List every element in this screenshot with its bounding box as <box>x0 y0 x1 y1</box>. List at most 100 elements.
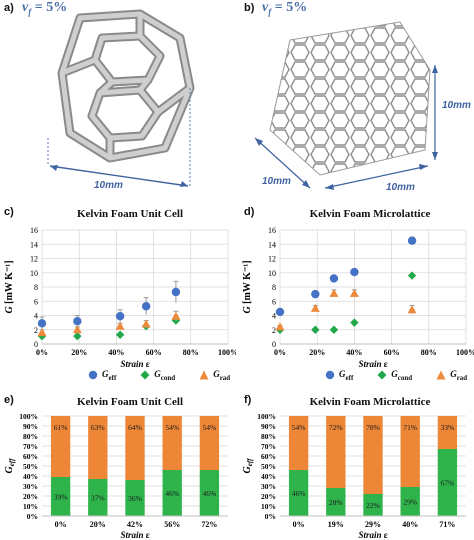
bar-rad-label: 63% <box>91 423 105 432</box>
data-point-geff <box>171 287 181 297</box>
y-tick-label: 100% <box>257 412 276 421</box>
vf-value: = 5% <box>274 0 308 15</box>
chart-e-stacked-bar: 0%10%20%30%40%50%60%70%80%90%100%39%61%0… <box>4 412 228 540</box>
x-axis-label: Strain ε <box>358 359 387 369</box>
x-tick-label: 0% <box>55 520 67 529</box>
y-tick-label: 30% <box>261 482 276 491</box>
y-tick-label: 16 <box>268 226 276 235</box>
chart-f-title: Kelvin Foam Microlattice <box>309 396 431 408</box>
data-point-geff <box>329 274 339 283</box>
panel-a-volume-fraction: vf = 5% <box>22 0 67 17</box>
bar-cond <box>162 470 182 516</box>
x-tick-label: 60% <box>384 348 400 357</box>
x-tick-label: 20% <box>90 520 106 529</box>
bar-rad <box>125 416 145 480</box>
y-tick-label: 40% <box>261 472 276 481</box>
y-axis-label: Geff <box>4 458 16 474</box>
data-point-grad <box>349 288 359 297</box>
panel-b-dimension-width: 10mm <box>386 182 415 193</box>
vf-value: = 5% <box>34 0 68 15</box>
x-tick-label: 19% <box>328 520 344 529</box>
bar-rad-label: 54% <box>292 423 306 432</box>
bar-cond-label: 36% <box>128 494 142 503</box>
y-tick-label: 12 <box>268 255 276 264</box>
y-tick-label: 8 <box>34 283 38 292</box>
data-point-gcond <box>73 331 82 341</box>
bar-cond-label: 46% <box>165 489 179 498</box>
y-tick-label: 10 <box>30 269 38 278</box>
y-tick-label: 100% <box>19 412 38 421</box>
y-tick-label: 0% <box>265 512 276 521</box>
panel-b-dimension-height: 10mm <box>442 100 471 111</box>
y-tick-label: 60% <box>23 452 38 461</box>
y-tick-label: 0% <box>27 512 38 521</box>
bar-cond <box>437 449 458 516</box>
bar-cond-label: 46% <box>292 489 306 498</box>
data-point-geff <box>73 317 82 326</box>
data-point-geff <box>275 307 285 317</box>
bar-cond-label: 46% <box>203 489 217 498</box>
bar-cond <box>400 487 420 516</box>
data-point-grad <box>171 311 181 320</box>
bar-rad-label: 54% <box>165 423 179 432</box>
legend-circle-icon <box>88 371 98 380</box>
legend-geff: Geff <box>102 369 117 382</box>
x-tick-label: 29% <box>365 520 381 529</box>
y-tick-label: 6 <box>34 297 38 306</box>
data-point-geff <box>115 312 125 321</box>
y-tick-label: 4 <box>34 312 38 321</box>
y-tick-label: 8 <box>272 283 276 292</box>
bar-rad-label: 64% <box>128 423 142 432</box>
panel-b-dimension-depth: 10mm <box>262 176 291 187</box>
legend-scatter: Geff Gcond Grad <box>88 369 230 382</box>
y-tick-label: 0 <box>34 340 38 349</box>
data-point-grad <box>310 303 320 312</box>
data-point-geff <box>350 267 359 277</box>
panel-b-volume-fraction: vf = 5% <box>262 0 307 17</box>
y-axis-label: Geff <box>242 458 254 474</box>
y-axis-label: G [mW K⁻¹] <box>4 260 15 313</box>
data-point-geff <box>141 302 151 311</box>
x-axis-label: Strain ε <box>358 530 387 540</box>
y-axis-label: G [mW K⁻¹] <box>242 260 253 313</box>
panel-d-label: d) <box>244 206 255 218</box>
legend-diamond-icon <box>377 370 387 380</box>
data-point-gcond <box>350 318 359 327</box>
x-tick-label: 0% <box>36 348 48 357</box>
y-tick-label: 2 <box>272 326 276 335</box>
bar-rad-label: 33% <box>441 423 455 432</box>
y-tick-label: 4 <box>272 312 276 321</box>
data-point-gcond <box>329 325 339 334</box>
y-tick-label: 12 <box>30 255 38 264</box>
data-point-grad <box>115 321 125 330</box>
y-tick-label: 14 <box>30 240 38 249</box>
bar-cond-label: 37% <box>91 494 105 503</box>
y-tick-label: 60% <box>261 452 276 461</box>
bar-cond-label: 29% <box>403 498 417 507</box>
x-tick-label: 42% <box>127 520 143 529</box>
data-point-geff <box>37 319 47 328</box>
data-point-geff <box>311 289 320 299</box>
panel-b-label: b) <box>244 2 255 14</box>
bar-rad <box>199 416 220 470</box>
chart-d-scatter: 0 2 4 6 8 10 12 14 16 0% 20% 40% 60% 80% 100% Strain ε G… <box>242 226 474 369</box>
chart-f-stacked-bar: 0%10%20%30%40%50%60%70%80%90%100%46%54%0… <box>242 412 466 540</box>
y-tick-label: 90% <box>23 422 38 431</box>
y-tick-label: 10% <box>23 502 38 511</box>
bar-cond <box>288 470 309 516</box>
legend-triangle-icon <box>436 370 446 380</box>
x-axis-label: Strain ε <box>120 530 149 540</box>
x-tick-label: 71% <box>439 520 455 529</box>
vf-symbol: v <box>22 0 29 15</box>
kelvin-unit-cell-illustration <box>47 9 195 188</box>
legend-geff: Geff <box>339 369 354 382</box>
chart-e-title: Kelvin Foam Unit Cell <box>76 396 184 408</box>
bar-rad <box>50 416 71 477</box>
bar-rad-label: 72% <box>329 423 343 432</box>
x-tick-label: 40% <box>402 520 418 529</box>
panel-a-label: a) <box>4 2 14 14</box>
chart-d-title: Kelvin Foam Microlattice <box>309 208 431 220</box>
legend-grad: Grad <box>213 369 231 382</box>
bar-cond <box>125 480 145 516</box>
bar-rad-label: 54% <box>203 423 217 432</box>
